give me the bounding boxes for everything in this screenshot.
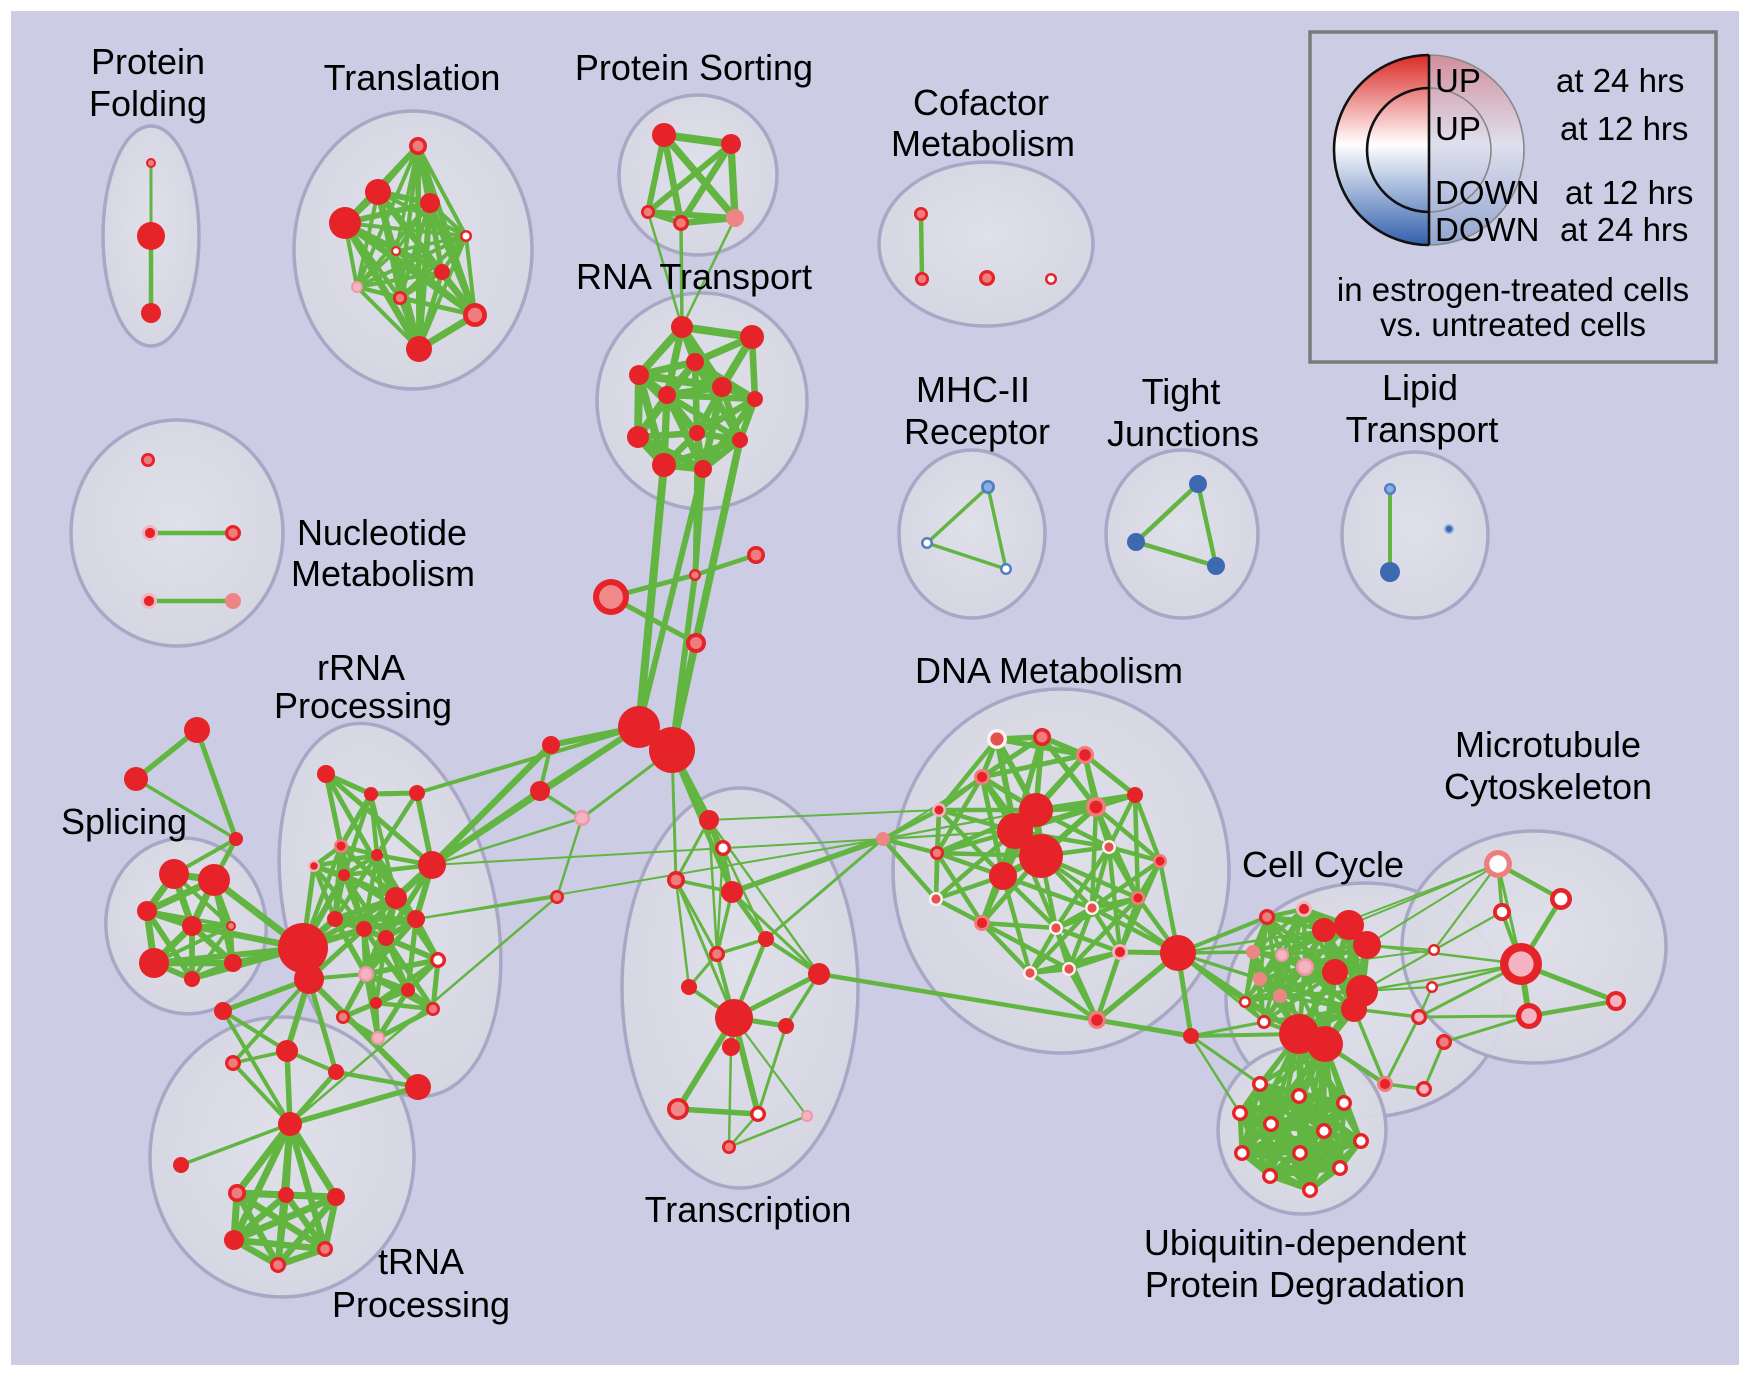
svg-text:Metabolism: Metabolism <box>891 123 1075 164</box>
svg-text:DNA Metabolism: DNA Metabolism <box>915 650 1183 691</box>
svg-text:Nucleotide: Nucleotide <box>297 512 467 553</box>
svg-text:DOWN: DOWN <box>1435 174 1539 211</box>
svg-text:Translation: Translation <box>324 57 501 98</box>
svg-text:Receptor: Receptor <box>904 411 1050 452</box>
svg-text:Processing: Processing <box>274 685 452 726</box>
svg-text:Protein Degradation: Protein Degradation <box>1145 1264 1465 1305</box>
svg-text:Protein: Protein <box>91 41 205 82</box>
svg-text:Cytoskeleton: Cytoskeleton <box>1444 766 1652 807</box>
svg-text:UP: UP <box>1435 62 1481 99</box>
svg-text:Transcription: Transcription <box>645 1189 852 1230</box>
svg-text:Processing: Processing <box>332 1284 510 1325</box>
svg-text:at 12 hrs: at 12 hrs <box>1560 110 1688 147</box>
svg-text:Metabolism: Metabolism <box>291 553 475 594</box>
svg-text:DOWN: DOWN <box>1435 211 1539 248</box>
svg-text:Cell Cycle: Cell Cycle <box>1242 844 1404 885</box>
svg-text:Folding: Folding <box>89 83 207 124</box>
svg-text:vs. untreated cells: vs. untreated cells <box>1380 306 1646 343</box>
svg-text:Microtubule: Microtubule <box>1455 724 1641 765</box>
svg-text:rRNA: rRNA <box>317 647 405 688</box>
svg-text:Ubiquitin-dependent: Ubiquitin-dependent <box>1144 1222 1466 1263</box>
svg-text:Splicing: Splicing <box>61 801 187 842</box>
svg-text:at 24 hrs: at 24 hrs <box>1556 62 1684 99</box>
svg-text:UP: UP <box>1435 110 1481 147</box>
svg-text:tRNA: tRNA <box>378 1241 464 1282</box>
svg-text:in estrogen-treated cells: in estrogen-treated cells <box>1337 271 1689 308</box>
svg-text:Cofactor: Cofactor <box>913 82 1049 123</box>
svg-text:at 24 hrs: at 24 hrs <box>1560 211 1688 248</box>
svg-text:Junctions: Junctions <box>1107 413 1259 454</box>
svg-text:Tight: Tight <box>1142 371 1221 412</box>
svg-text:Transport: Transport <box>1346 409 1499 450</box>
svg-text:at 12 hrs: at 12 hrs <box>1565 174 1693 211</box>
svg-text:Lipid: Lipid <box>1382 367 1458 408</box>
svg-text:Protein Sorting: Protein Sorting <box>575 47 813 88</box>
svg-text:MHC-II: MHC-II <box>916 369 1030 410</box>
svg-text:RNA Transport: RNA Transport <box>576 256 812 297</box>
